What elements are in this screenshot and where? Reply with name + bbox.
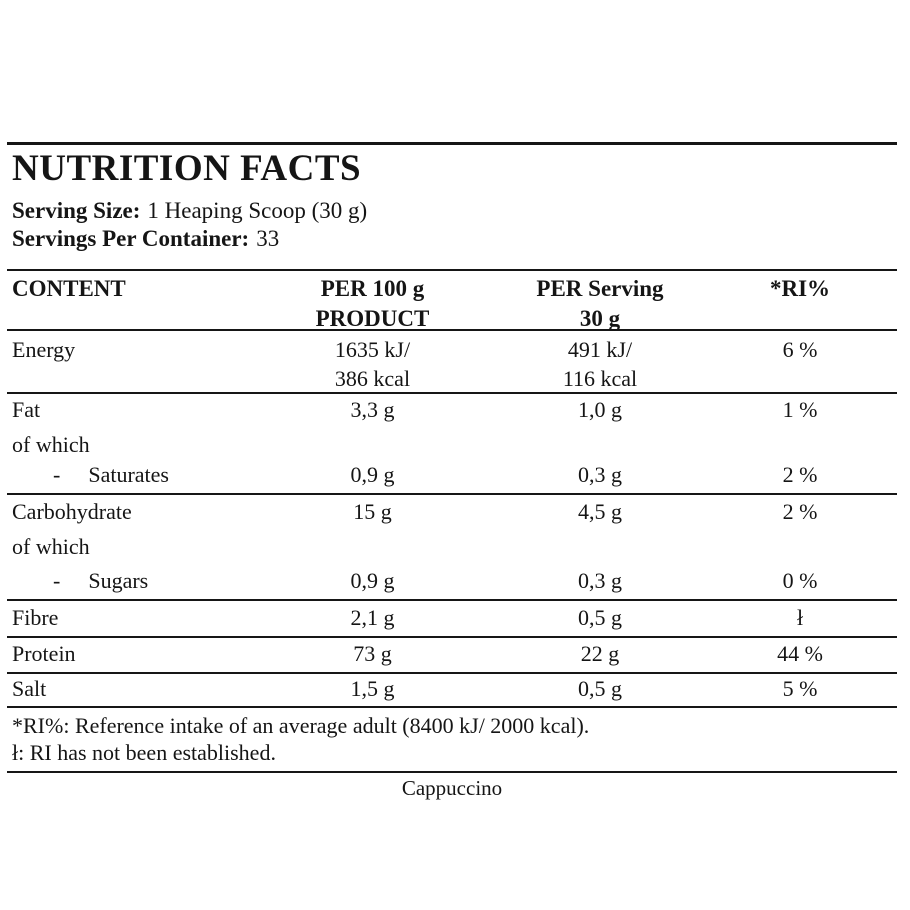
ri-value: [705, 533, 895, 561]
top-rule: [7, 142, 897, 145]
ri-value: ł: [796, 605, 804, 630]
row-label: of which: [12, 432, 90, 457]
footnote-reference-intake: *RI%: Reference intake of an average adu…: [12, 713, 590, 738]
ri-value: 2 %: [782, 499, 818, 524]
column-header-per-serving: PER Serving 30 g: [536, 276, 664, 331]
per100-value: 1,5 g: [350, 676, 395, 701]
column-header-ri: *RI%: [769, 276, 831, 301]
per100-value: 3,3 g: [350, 397, 395, 422]
table-header-row: CONTENT PER 100 g PRODUCT PER Serving 30…: [12, 274, 895, 334]
energy-row-rule: [7, 392, 897, 394]
dash-prefix: -: [53, 462, 61, 487]
sugars-row-rule: [7, 599, 897, 601]
row-label: Fibre: [12, 605, 59, 630]
column-header-content: CONTENT: [12, 276, 126, 301]
per-serving-value: 1,0 g: [578, 397, 622, 422]
ri-value: 2 %: [782, 462, 818, 487]
serving-size-value: 1 Heaping Scoop (30 g): [147, 198, 368, 223]
table-row-energy: Energy 1635 kJ/ 386 kcal 491 kJ/ 116 kca…: [12, 335, 895, 393]
per-serving-value: [495, 533, 705, 561]
table-row-carbohydrate: Carbohydrate 15 g 4,5 g 2 %: [12, 498, 895, 526]
row-label-text: Saturates: [88, 462, 169, 487]
serving-size-label: Serving Size:: [12, 198, 141, 223]
row-label: of which: [12, 534, 90, 559]
row-label: Fat: [12, 397, 41, 422]
table-row-salt: Salt 1,5 g 0,5 g 5 %: [12, 675, 895, 703]
table-row-fibre: Fibre 2,1 g 0,5 g ł: [12, 604, 895, 632]
table-row-sugars: - Sugars 0,9 g 0,3 g 0 %: [12, 567, 895, 595]
protein-row-rule: [7, 672, 897, 674]
per100-value: 1635 kJ/ 386 kcal: [334, 337, 411, 391]
serving-size-line: Serving Size: 1 Heaping Scoop (30 g): [12, 197, 367, 225]
row-label: Energy: [12, 337, 76, 362]
per-serving-value: 0,3 g: [578, 462, 622, 487]
per-serving-value: 491 kJ/ 116 kcal: [562, 337, 638, 391]
ri-value: 6 %: [782, 337, 818, 362]
per-serving-value: 0,5 g: [578, 676, 622, 701]
table-row-of-which-carb: of which: [12, 533, 895, 561]
per100-value: 73 g: [353, 641, 392, 666]
row-label: - Saturates: [12, 461, 250, 489]
table-header-top-rule: [7, 269, 897, 271]
ri-value: 44 %: [777, 641, 823, 666]
servings-count-label: Servings Per Container:: [12, 226, 250, 251]
column-header-per100: PER 100 g PRODUCT: [315, 276, 430, 331]
ri-value: 5 %: [782, 676, 818, 701]
per-serving-value: [495, 431, 705, 459]
salt-row-rule: [7, 706, 897, 708]
row-label: - Sugars: [12, 567, 250, 595]
dash-prefix: -: [53, 568, 61, 593]
table-row-saturates: - Saturates 0,9 g 0,3 g 2 %: [12, 461, 895, 489]
row-label-text: Sugars: [88, 568, 149, 593]
per-serving-value: 0,5 g: [578, 605, 622, 630]
table-row-protein: Protein 73 g 22 g 44 %: [12, 640, 895, 668]
page-title: NUTRITION FACTS: [12, 148, 362, 189]
row-label: Salt: [12, 676, 47, 701]
per-serving-value: 22 g: [580, 641, 620, 666]
flavor-name: Cappuccino: [401, 776, 503, 800]
per100-value: 0,9 g: [350, 462, 395, 487]
ri-value: 0 %: [782, 568, 818, 593]
table-row-of-which-fat: of which: [12, 431, 895, 459]
per100-value: 15 g: [353, 499, 392, 524]
per100-value: [250, 533, 495, 561]
ri-value: 1 %: [782, 397, 818, 422]
row-label: Protein: [12, 641, 76, 666]
fibre-row-rule: [7, 636, 897, 638]
ri-value: [705, 431, 895, 459]
servings-count-value: 33: [256, 226, 280, 251]
table-header-bottom-rule: [7, 329, 897, 331]
per-serving-value: 0,3 g: [578, 568, 622, 593]
row-label: Carbohydrate: [12, 499, 132, 524]
per100-value: 2,1 g: [350, 605, 395, 630]
footnotes-rule: [7, 771, 897, 773]
per-serving-value: 4,5 g: [578, 499, 622, 524]
table-row-fat: Fat 3,3 g 1,0 g 1 %: [12, 396, 895, 424]
footnote-ri-not-established: ł: RI has not been established.: [12, 740, 276, 765]
servings-per-container-line: Servings Per Container: 33: [12, 225, 279, 253]
per100-value: 0,9 g: [350, 568, 395, 593]
saturates-row-rule: [7, 493, 897, 495]
per100-value: [250, 431, 495, 459]
